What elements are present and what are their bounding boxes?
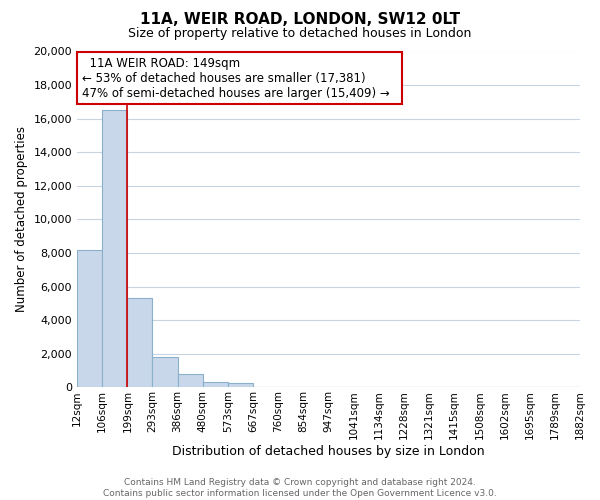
Y-axis label: Number of detached properties: Number of detached properties xyxy=(15,126,28,312)
Bar xyxy=(152,357,178,388)
Text: Size of property relative to detached houses in London: Size of property relative to detached ho… xyxy=(128,28,472,40)
Bar xyxy=(178,374,203,388)
Bar xyxy=(77,250,102,388)
Bar xyxy=(228,383,253,388)
Bar xyxy=(102,110,127,388)
Text: 11A, WEIR ROAD, LONDON, SW12 0LT: 11A, WEIR ROAD, LONDON, SW12 0LT xyxy=(140,12,460,28)
X-axis label: Distribution of detached houses by size in London: Distribution of detached houses by size … xyxy=(172,444,485,458)
Text: 11A WEIR ROAD: 149sqm
← 53% of detached houses are smaller (17,381)
47% of semi-: 11A WEIR ROAD: 149sqm ← 53% of detached … xyxy=(82,56,397,100)
Bar xyxy=(203,382,228,388)
Text: Contains HM Land Registry data © Crown copyright and database right 2024.
Contai: Contains HM Land Registry data © Crown c… xyxy=(103,478,497,498)
Bar xyxy=(127,298,152,388)
